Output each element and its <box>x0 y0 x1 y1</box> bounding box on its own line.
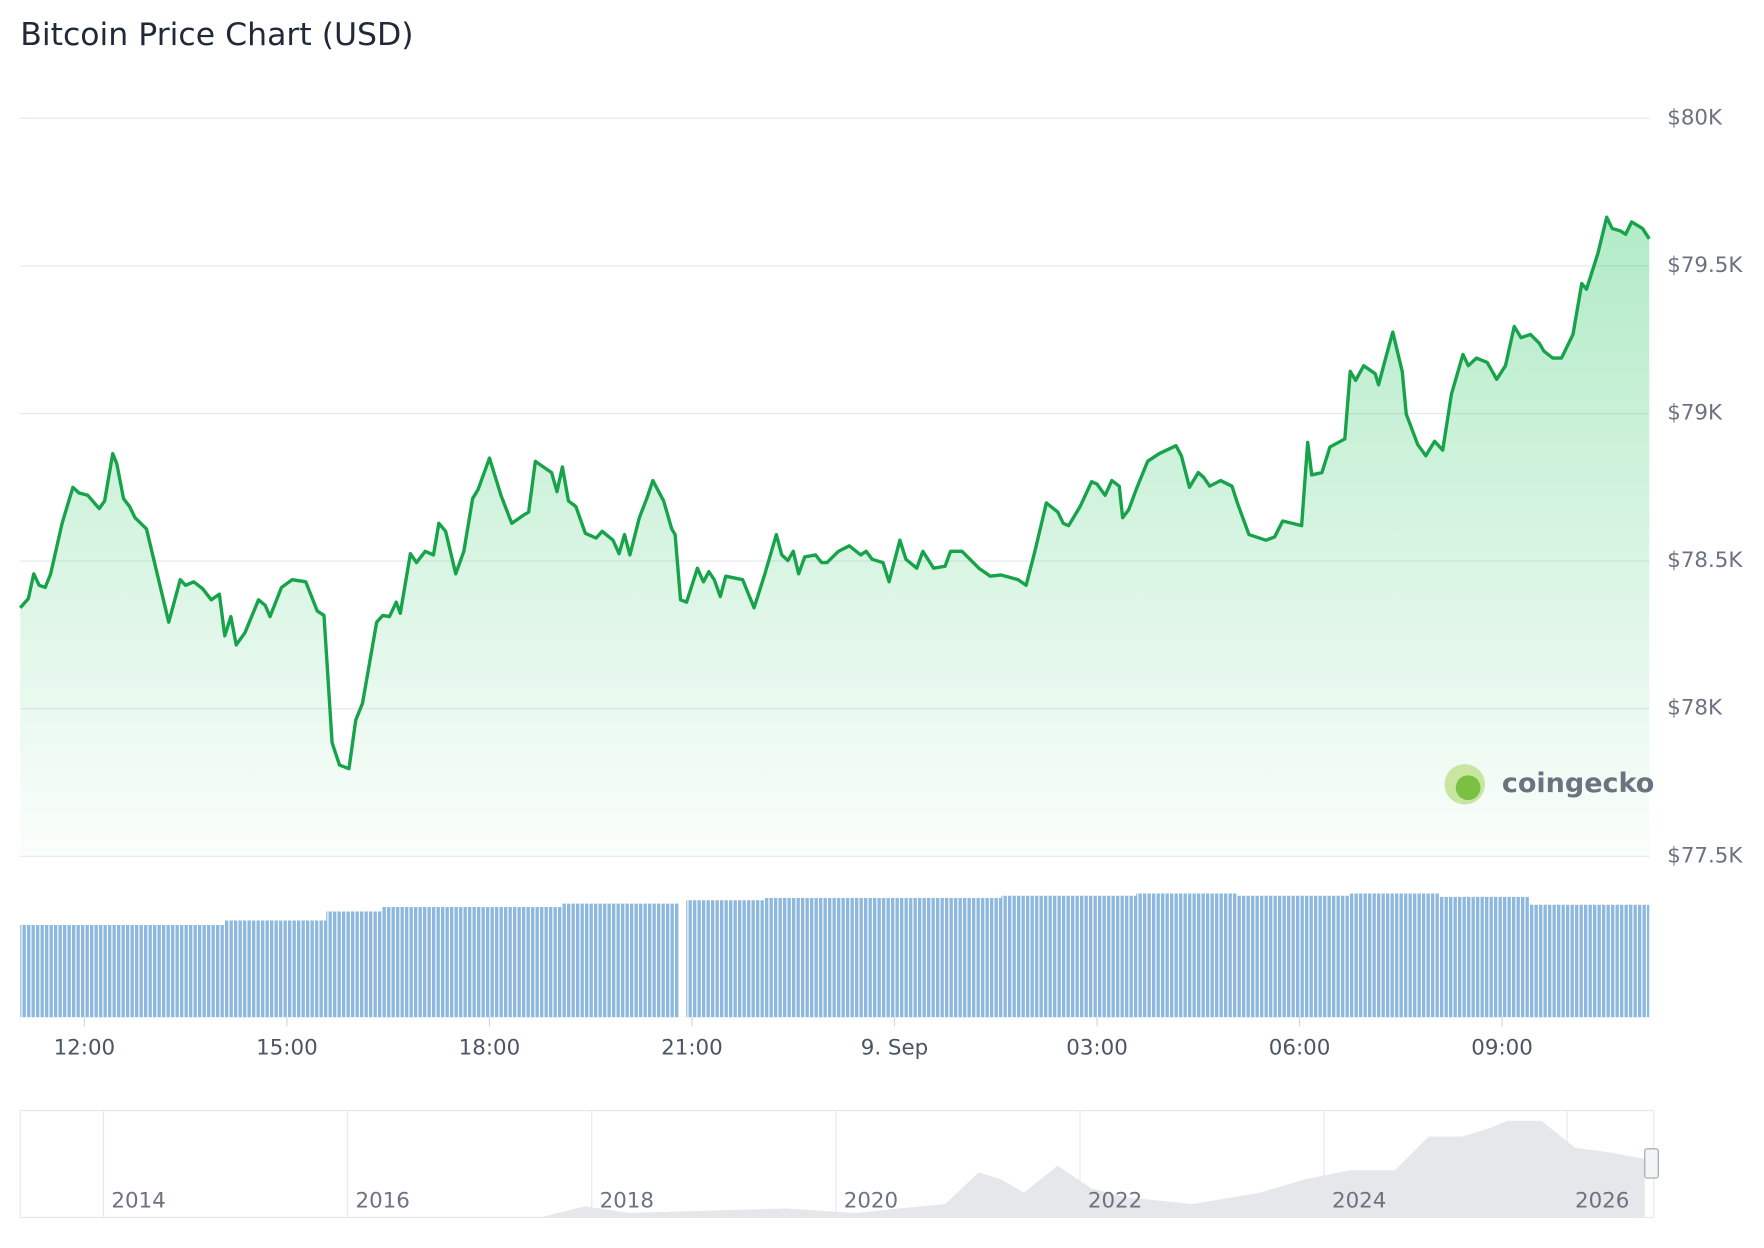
x-tick-label: 12:00 <box>54 1036 116 1061</box>
navigator-label: 2024 <box>1332 1189 1386 1214</box>
x-tick-label: 18:00 <box>459 1036 521 1061</box>
x-tick-label: 21:00 <box>661 1036 723 1061</box>
logo <box>1455 775 1481 801</box>
watermark: coingecko <box>1444 764 1654 805</box>
navigator-label: 2018 <box>600 1189 654 1214</box>
navigator-label: 2016 <box>356 1189 410 1214</box>
price-area <box>20 217 1650 857</box>
volume-bars <box>20 893 1650 1018</box>
x-tick-label: 06:00 <box>1269 1036 1331 1061</box>
x-tick-label: 09:00 <box>1471 1036 1533 1061</box>
x-tick-label: 03:00 <box>1066 1036 1128 1061</box>
navigator-label: 2026 <box>1575 1189 1629 1214</box>
navigator-handle[interactable] <box>1644 1148 1659 1179</box>
y-tick-label: $77.5K <box>1667 843 1743 868</box>
watermark-text: coingecko <box>1502 768 1654 799</box>
y-tick-label: $79.5K <box>1667 253 1743 278</box>
x-tick-label: 15:00 <box>256 1036 318 1061</box>
y-tick-label: $78K <box>1667 696 1723 721</box>
y-tick-label: $79K <box>1667 401 1723 426</box>
navigator-area <box>20 1120 1645 1218</box>
price-line <box>18 215 1651 771</box>
navigator-label: 2020 <box>844 1189 898 1214</box>
chart-title: Bitcoin Price Chart (USD) <box>20 17 413 53</box>
x-tick-label: 9. Sep <box>861 1036 928 1061</box>
navigator: 2014 2016 2018 2020 2022 2024 2026 <box>19 1110 1659 1218</box>
navigator-label: 2022 <box>1088 1189 1142 1214</box>
y-tick-label: $78.5K <box>1667 548 1743 573</box>
navigator-label: 2014 <box>111 1189 165 1214</box>
y-tick-label: $80K <box>1667 105 1723 130</box>
plot <box>18 215 1651 857</box>
